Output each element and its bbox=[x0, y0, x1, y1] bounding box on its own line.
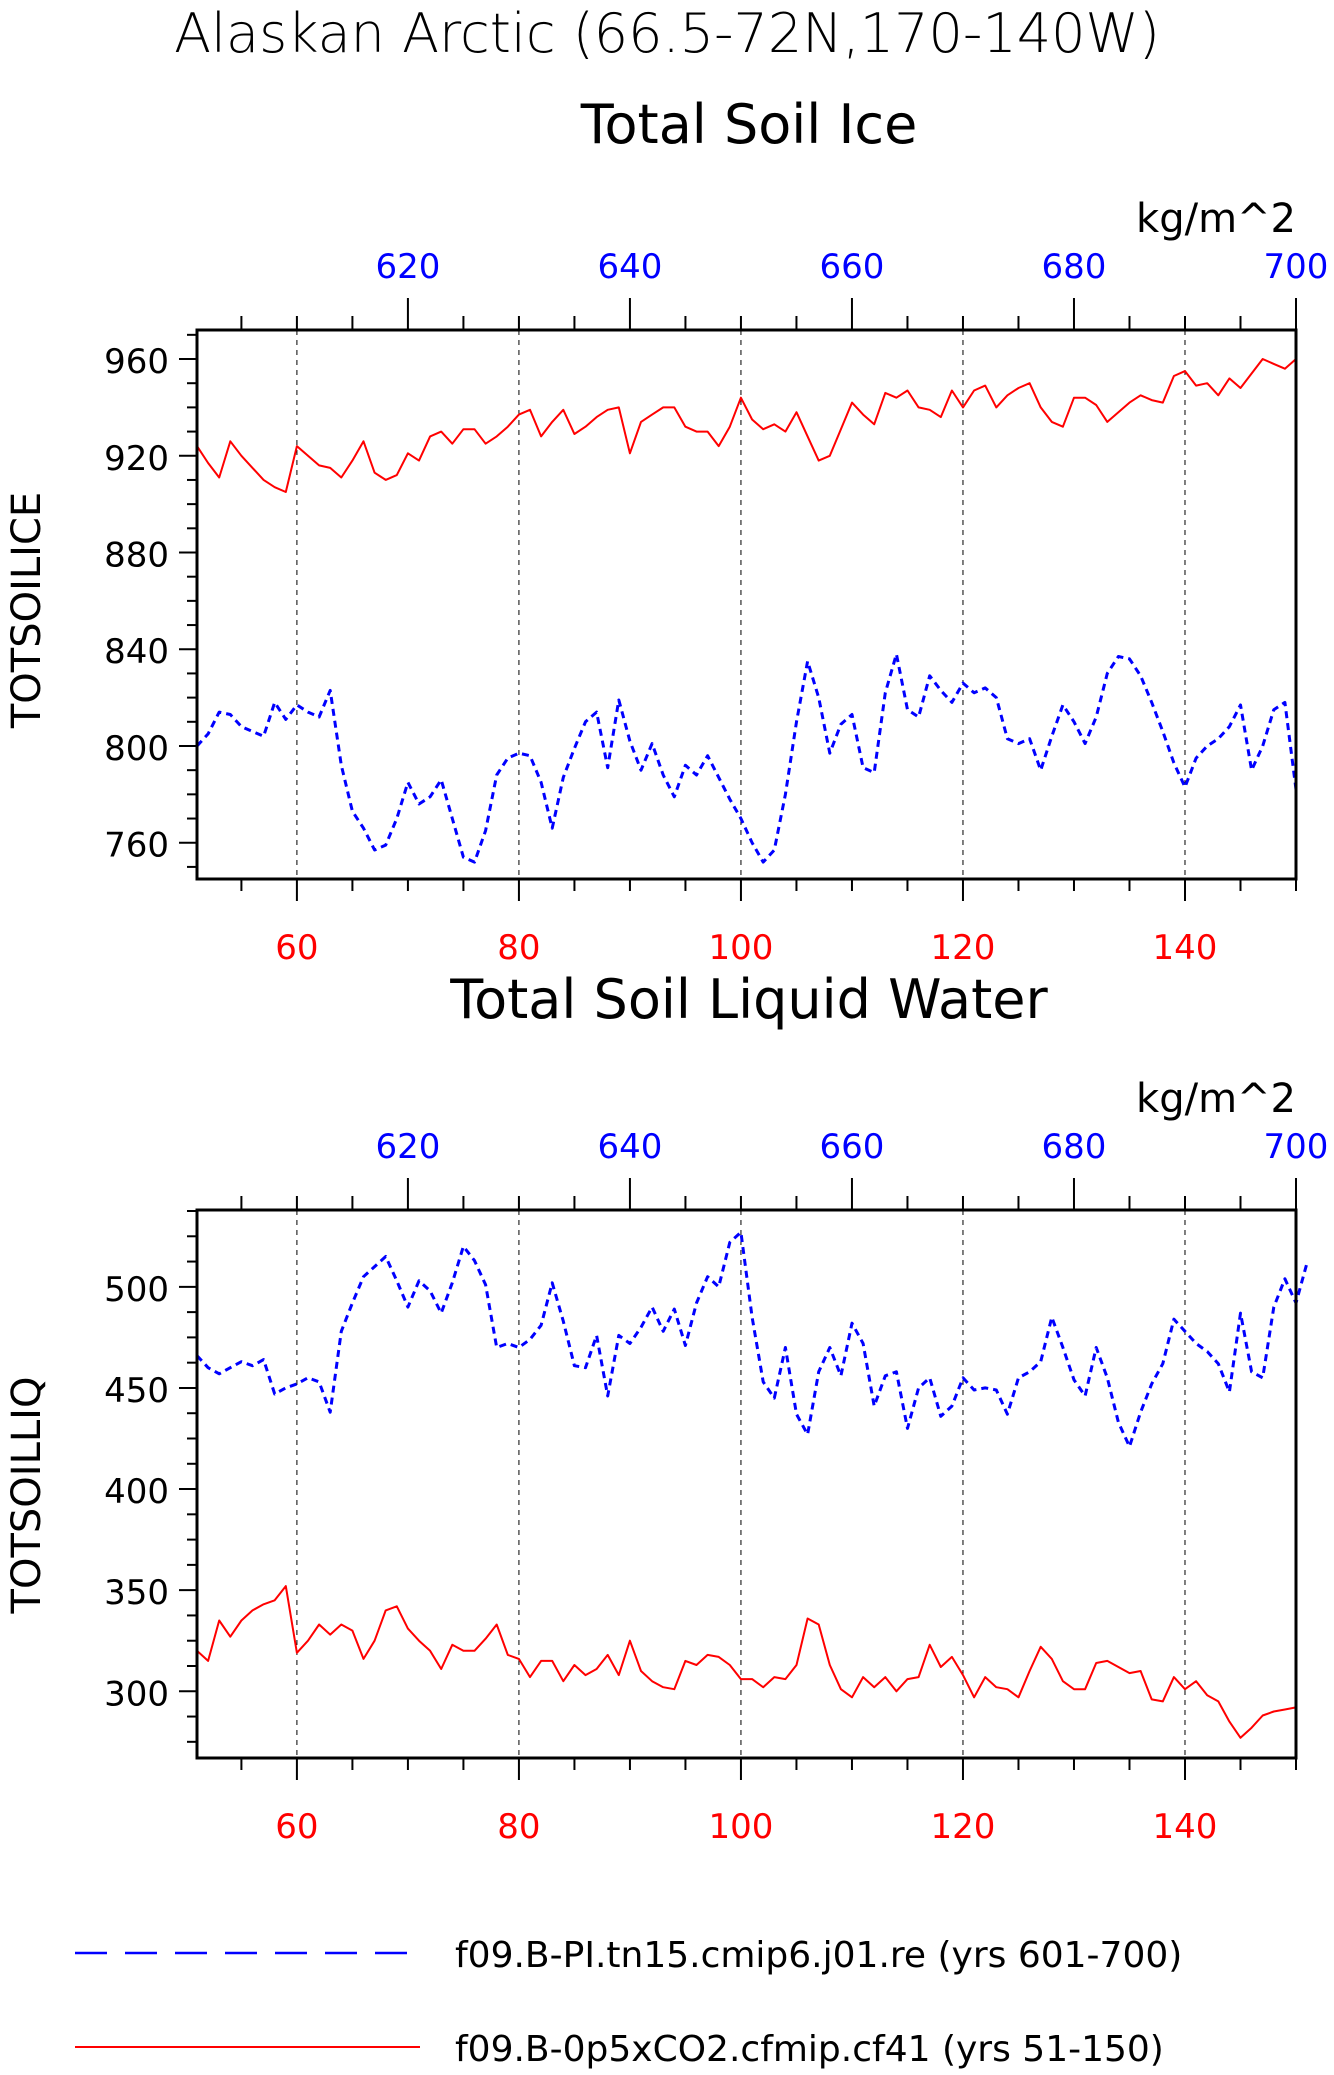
y-tick-label: 400 bbox=[104, 1472, 169, 1512]
x-tick-label-top: 680 bbox=[1042, 1127, 1107, 1167]
x-tick-label-top: 620 bbox=[375, 247, 440, 287]
x-tick-label-bottom: 140 bbox=[1153, 928, 1218, 968]
grid-lines bbox=[296, 1210, 1186, 1758]
units-label: kg/m^2 bbox=[1136, 1076, 1296, 1122]
legend-label: f09.B-0p5xCO2.cfmip.cf41 (yrs 51-150) bbox=[455, 2029, 1164, 2070]
y-axis-label: TOTSOILICE bbox=[4, 492, 50, 729]
x-tick-label-bottom: 120 bbox=[931, 1807, 996, 1847]
series-line-solid bbox=[196, 358, 1297, 493]
y-tick-label: 350 bbox=[104, 1573, 169, 1613]
plot-frame bbox=[195, 328, 1298, 881]
y-tick-label: 920 bbox=[104, 439, 169, 479]
axes: 760 800 840 880 920 960 60 80 100 120 140 620 640 660… bbox=[104, 247, 1328, 968]
legend: f09.B-PI.tn15.cmip6.j01.re (yrs 601-700)… bbox=[75, 1935, 1182, 2070]
y-tick-label: 880 bbox=[104, 536, 169, 576]
x-tick-label-top: 700 bbox=[1264, 1127, 1329, 1167]
panel-soil-liquid: Total Soil Liquid Water kg/m^2 TOTSOILLI… bbox=[4, 968, 1328, 1847]
panel-title: Total Soil Liquid Water bbox=[449, 968, 1048, 1031]
x-tick-label-top: 640 bbox=[597, 247, 662, 287]
series-group bbox=[195, 1230, 1309, 1739]
units-label: kg/m^2 bbox=[1136, 196, 1296, 242]
panel-soil-ice: Total Soil Ice kg/m^2 TOTSOILICE 760 800 8… bbox=[4, 93, 1328, 968]
x-tick-label-top: 660 bbox=[820, 1127, 885, 1167]
series-line-dashed bbox=[195, 1230, 1309, 1449]
panel-title: Total Soil Ice bbox=[580, 93, 918, 156]
x-tick-label-bottom: 60 bbox=[275, 1807, 318, 1847]
x-tick-label-bottom: 120 bbox=[931, 928, 996, 968]
x-tick-label-bottom: 100 bbox=[708, 1807, 773, 1847]
axes: 300 350 400 450 500 60 80 100 120 140 620 640 660 680… bbox=[104, 1127, 1328, 1847]
series-group bbox=[195, 358, 1298, 864]
legend-label: f09.B-PI.tn15.cmip6.j01.re (yrs 601-700) bbox=[455, 1935, 1182, 1976]
y-tick-label: 450 bbox=[104, 1371, 169, 1411]
x-tick-label-top: 660 bbox=[820, 247, 885, 287]
y-tick-label: 840 bbox=[104, 632, 169, 672]
y-tick-label: 760 bbox=[104, 826, 169, 866]
x-tick-label-top: 620 bbox=[375, 1127, 440, 1167]
y-tick-label: 300 bbox=[104, 1674, 169, 1714]
y-tick-label: 800 bbox=[104, 729, 169, 769]
x-tick-label-bottom: 60 bbox=[275, 928, 318, 968]
grid-lines bbox=[296, 330, 1186, 879]
x-tick-label-bottom: 80 bbox=[497, 928, 540, 968]
plot-frame bbox=[195, 1208, 1298, 1760]
y-tick-label: 960 bbox=[104, 342, 169, 382]
x-tick-label-top: 680 bbox=[1042, 247, 1107, 287]
y-tick-label: 500 bbox=[104, 1270, 169, 1310]
series-line-solid bbox=[196, 1585, 1297, 1739]
x-tick-label-top: 700 bbox=[1264, 247, 1329, 287]
y-axis-label: TOTSOILLIQ bbox=[4, 1377, 50, 1615]
series-line-dashed bbox=[195, 652, 1298, 864]
x-tick-label-bottom: 100 bbox=[708, 928, 773, 968]
page-title: Alaskan Arctic (66.5-72N,170-140W) bbox=[174, 2, 1160, 65]
x-tick-label-bottom: 140 bbox=[1153, 1807, 1218, 1847]
x-tick-label-bottom: 80 bbox=[497, 1807, 540, 1847]
x-tick-label-top: 640 bbox=[597, 1127, 662, 1167]
